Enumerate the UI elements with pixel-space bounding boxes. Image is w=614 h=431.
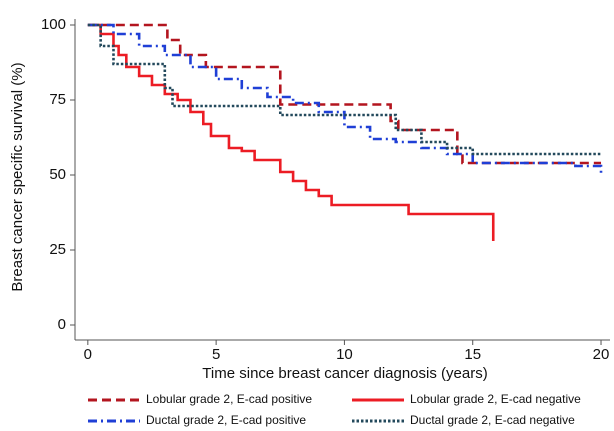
x-tick-label: 20 — [593, 346, 610, 363]
x-tick-label: 10 — [336, 346, 353, 363]
legend-label: Ductal grade 2, E-cad positive — [146, 413, 306, 427]
y-tick-label: 0 — [58, 316, 66, 333]
x-tick-label: 15 — [464, 346, 481, 363]
y-axis-title: Breast cancer specific survival (%) — [9, 62, 26, 291]
x-tick-label: 0 — [84, 346, 92, 363]
survival-line — [87, 23, 495, 241]
y-tick-label: 100 — [41, 16, 66, 33]
legend-label: Lobular grade 2, E-cad negative — [410, 392, 581, 406]
y-tick-label: 25 — [49, 241, 66, 258]
y-tick-label: 75 — [49, 91, 66, 108]
legend-label: Lobular grade 2, E-cad positive — [146, 392, 312, 406]
x-axis-title: Time since breast cancer diagnosis (year… — [202, 365, 487, 382]
legend-label: Ductal grade 2, E-cad negative — [410, 413, 575, 427]
survival-line — [87, 23, 603, 175]
x-tick-label: 5 — [212, 346, 220, 363]
y-tick-label: 50 — [49, 166, 66, 183]
